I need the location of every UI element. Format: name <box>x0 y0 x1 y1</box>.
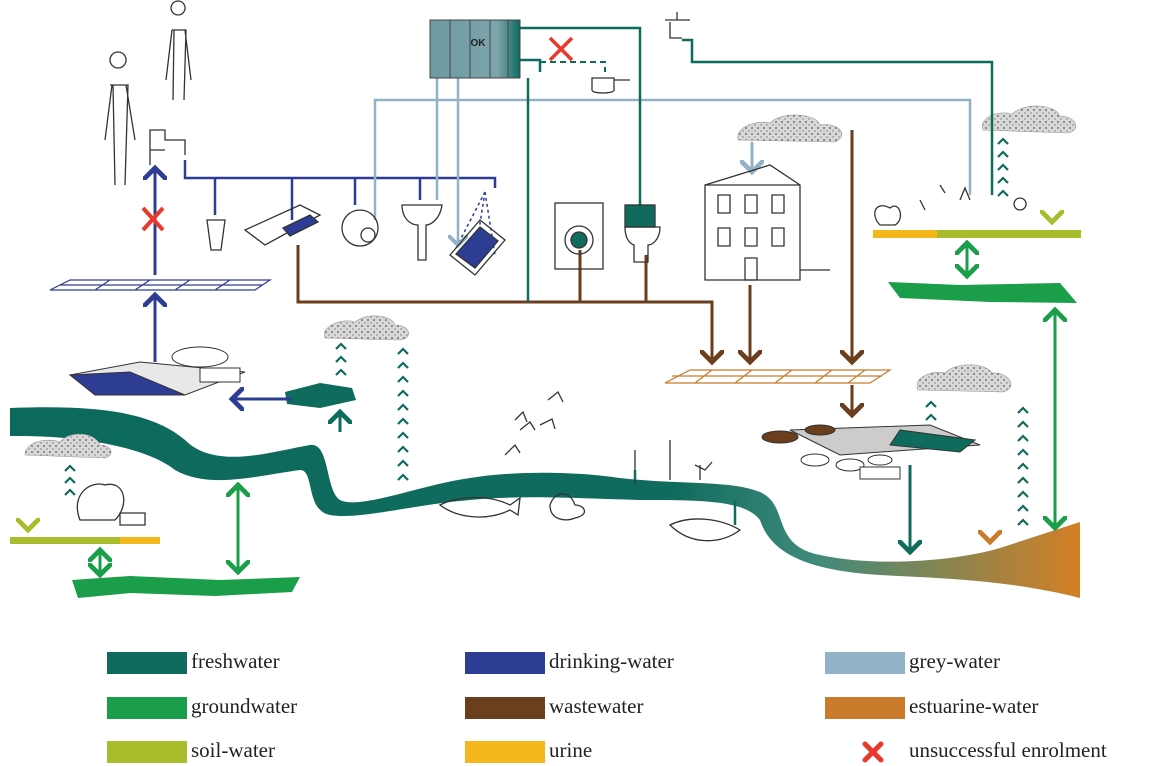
house <box>704 164 830 281</box>
legend-swatch <box>825 652 905 674</box>
grid <box>664 369 893 384</box>
legend-label: estuarine-water <box>909 694 1038 718</box>
grid <box>49 279 272 291</box>
people <box>104 0 192 186</box>
legend-label: freshwater <box>191 649 280 673</box>
cross <box>141 206 165 232</box>
tank-label: OK <box>471 38 487 49</box>
urine <box>120 537 160 544</box>
legend-cross <box>862 741 884 763</box>
river <box>10 407 1080 598</box>
legend-swatch <box>825 697 905 719</box>
fresh-pipe <box>520 26 994 302</box>
legend-swatch <box>465 741 545 763</box>
urine <box>873 230 937 238</box>
legend-label: groundwater <box>191 694 297 718</box>
wastewater-pipe <box>296 245 712 362</box>
legend-swatch <box>465 697 545 719</box>
evaporation <box>64 137 1029 526</box>
legend-swatch <box>465 652 545 674</box>
tank <box>429 19 521 79</box>
groundwater <box>72 576 300 598</box>
legend-swatch <box>107 741 187 763</box>
wildlife <box>76 184 1027 542</box>
soil <box>10 537 160 544</box>
groundwater <box>888 282 1077 303</box>
legend-label: drinking-water <box>549 649 674 673</box>
legend-label: urine <box>549 738 592 762</box>
fixtures <box>149 12 690 276</box>
legend: freshwater drinking-water grey-water ground… <box>107 649 1107 763</box>
legend-label: wastewater <box>549 694 643 718</box>
legend-swatch <box>107 697 187 719</box>
groundwater <box>285 383 356 408</box>
wastewater-pipe <box>578 250 648 302</box>
cross <box>548 36 574 62</box>
treatment-plant <box>761 424 981 480</box>
legend-swatch <box>107 652 187 674</box>
soil <box>873 230 1081 238</box>
drinking-pipe <box>183 160 497 220</box>
dashed-pipe <box>540 61 606 72</box>
legend-label: soil-water <box>191 738 275 762</box>
grey-pipe <box>373 78 972 245</box>
clouds <box>24 105 1077 459</box>
legend-label: grey-water <box>909 649 1000 673</box>
legend-label: unsuccessful enrolment <box>909 738 1107 762</box>
water-treatment <box>68 346 246 396</box>
